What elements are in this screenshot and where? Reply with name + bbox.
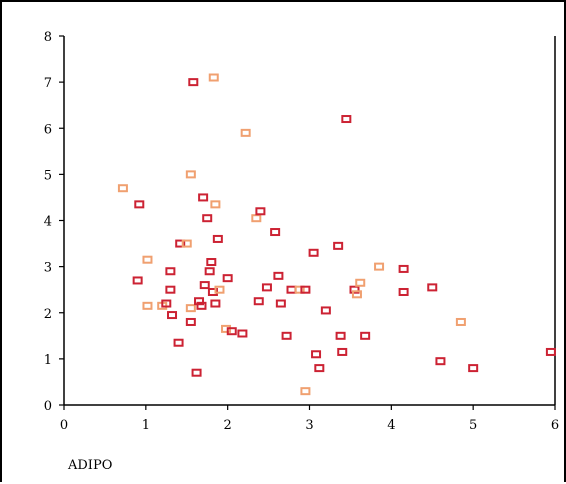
x-tick-label: 1	[142, 418, 150, 433]
data-point	[210, 200, 221, 209]
data-point	[185, 304, 196, 313]
data-point	[261, 283, 272, 292]
data-point	[142, 255, 153, 264]
data-point	[214, 285, 225, 294]
data-point	[161, 299, 172, 308]
data-point	[196, 301, 207, 310]
x-axis-label: ADIPO	[67, 458, 112, 473]
y-ticks: 0 1 2 3 4 5 6 7 8	[44, 30, 64, 414]
data-point	[173, 338, 184, 347]
data-point	[294, 285, 305, 294]
x-tick-label: 3	[305, 418, 313, 433]
x-tick-label: 2	[224, 418, 232, 433]
data-point	[132, 276, 143, 285]
data-point	[240, 128, 251, 137]
data-point	[341, 115, 352, 124]
data-point	[185, 170, 196, 179]
data-point	[222, 274, 233, 283]
data-point	[191, 368, 202, 377]
data-point	[349, 285, 360, 294]
data-point	[435, 357, 446, 366]
data-point	[237, 329, 248, 338]
x-tick-label: 0	[60, 418, 68, 433]
y-tick-label: 5	[44, 168, 52, 183]
data-point	[545, 347, 556, 356]
data-point	[204, 267, 215, 276]
data-point	[212, 234, 223, 243]
data-point	[251, 214, 262, 223]
data-point	[355, 278, 366, 287]
data-point	[210, 299, 221, 308]
data-point	[300, 285, 311, 294]
data-point	[181, 239, 192, 248]
x-ticks: 0 1 2 3 4 5 6	[60, 405, 559, 433]
data-point	[202, 214, 213, 223]
data-point	[398, 287, 409, 296]
data-point	[333, 241, 344, 250]
data-point	[351, 290, 362, 299]
data-point	[226, 327, 237, 336]
y-tick-label: 0	[44, 399, 52, 414]
data-point	[194, 297, 205, 306]
data-point	[335, 331, 346, 340]
data-point	[311, 350, 322, 359]
y-tick-label: 2	[44, 307, 52, 322]
data-point	[167, 311, 178, 320]
data-point	[175, 239, 186, 248]
y-tick-label: 1	[44, 353, 52, 368]
data-point	[281, 331, 292, 340]
data-point	[275, 299, 286, 308]
data-point	[206, 258, 217, 267]
data-point	[199, 281, 210, 290]
data-point	[398, 264, 409, 273]
data-point	[273, 271, 284, 280]
x-tick-label: 4	[387, 418, 395, 433]
data-point	[300, 387, 311, 396]
data-point	[117, 184, 128, 193]
y-tick-label: 4	[44, 215, 52, 230]
y-tick-label: 8	[44, 30, 52, 45]
data-point	[134, 200, 145, 209]
data-points	[117, 73, 556, 396]
data-point	[142, 301, 153, 310]
data-point	[188, 78, 199, 87]
y-tick-label: 6	[44, 122, 52, 137]
x-tick-label: 6	[551, 418, 559, 433]
y-tick-label: 3	[44, 261, 52, 276]
data-point	[253, 297, 264, 306]
data-point	[468, 364, 479, 373]
y-tick-label: 7	[44, 76, 52, 91]
data-point	[165, 267, 176, 276]
data-point	[455, 317, 466, 326]
data-point	[337, 347, 348, 356]
x-tick-label: 5	[469, 418, 477, 433]
data-point	[165, 285, 176, 294]
data-point	[255, 207, 266, 216]
data-point	[185, 317, 196, 326]
data-point	[314, 364, 325, 373]
data-point	[308, 248, 319, 257]
data-point	[427, 283, 438, 292]
data-point	[360, 331, 371, 340]
data-point	[208, 73, 219, 82]
data-point	[320, 306, 331, 315]
data-point	[270, 228, 281, 237]
data-point	[198, 193, 209, 202]
data-point	[286, 285, 297, 294]
data-point	[374, 262, 385, 271]
